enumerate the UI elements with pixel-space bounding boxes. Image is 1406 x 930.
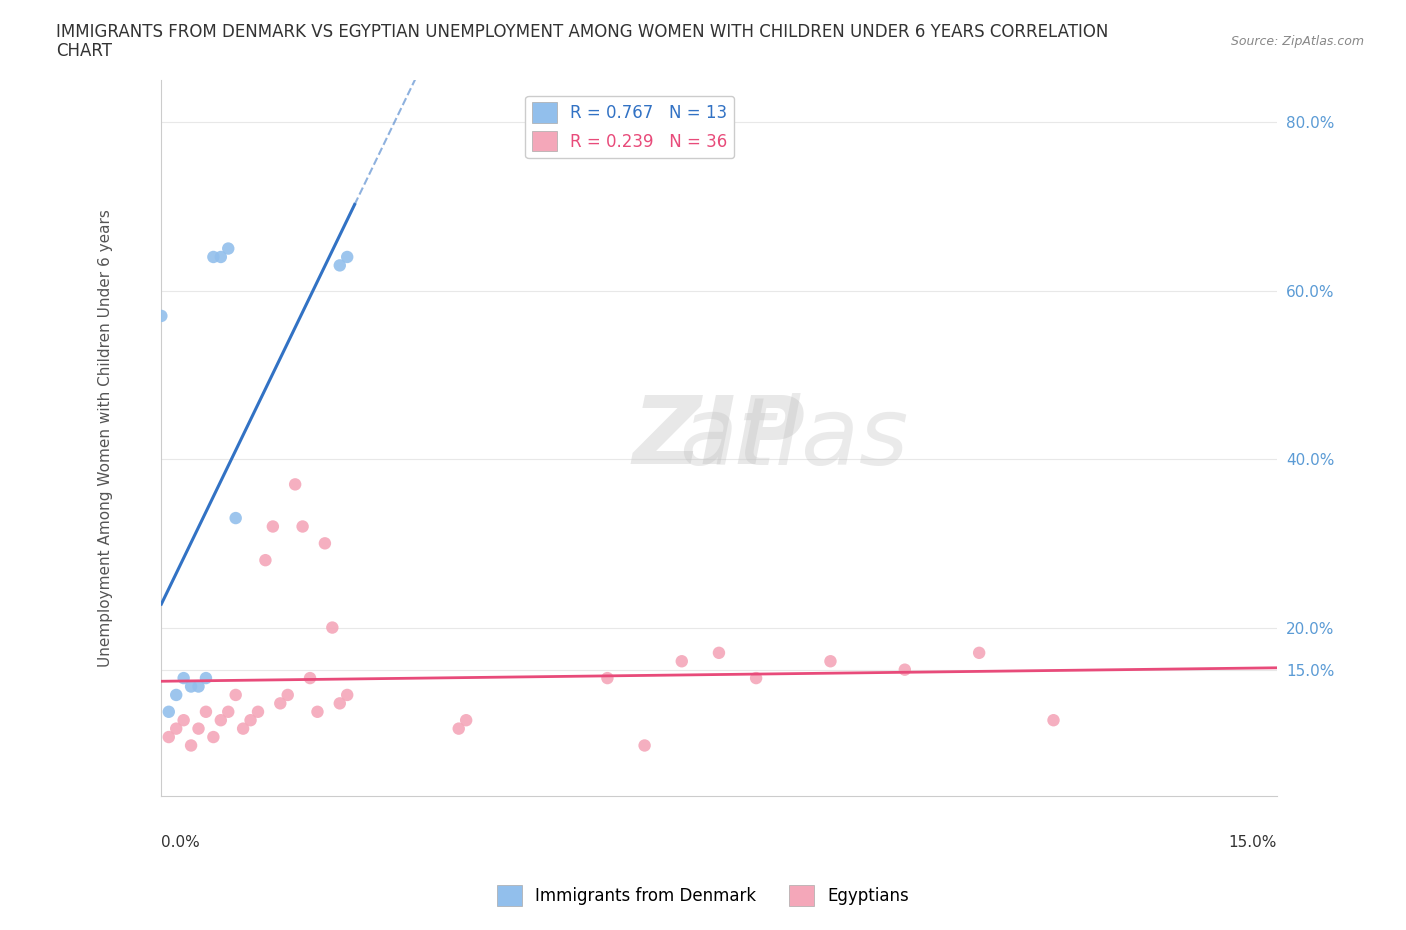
Point: [232, 721, 254, 736]
Point: [209, 249, 232, 264]
Text: atlas: atlas: [530, 392, 908, 484]
Point: [225, 511, 247, 525]
Point: [180, 738, 202, 753]
Point: [633, 738, 655, 753]
Text: IMMIGRANTS FROM DENMARK VS EGYPTIAN UNEMPLOYMENT AMONG WOMEN WITH CHILDREN UNDER: IMMIGRANTS FROM DENMARK VS EGYPTIAN UNEM…: [56, 23, 1108, 41]
Point: [707, 645, 730, 660]
Text: Unemployment Among Women with Children Under 6 years: Unemployment Among Women with Children U…: [98, 209, 112, 667]
Point: [194, 704, 217, 719]
Point: [202, 249, 225, 264]
Legend: Immigrants from Denmark, Egyptians: Immigrants from Denmark, Egyptians: [489, 879, 917, 912]
Point: [209, 712, 232, 727]
Point: [336, 249, 359, 264]
Text: 15.0%: 15.0%: [1229, 835, 1277, 850]
Point: [239, 712, 262, 727]
Point: [299, 671, 322, 685]
Point: [820, 654, 842, 669]
Point: [217, 704, 239, 719]
Point: [157, 704, 180, 719]
Point: [254, 552, 277, 567]
Point: [1042, 712, 1064, 727]
Point: [262, 519, 284, 534]
Point: [165, 721, 187, 736]
Point: [194, 671, 217, 685]
Point: [284, 477, 307, 492]
Text: 0.0%: 0.0%: [162, 835, 200, 850]
Point: [187, 721, 209, 736]
Point: [165, 687, 187, 702]
Point: [894, 662, 917, 677]
Point: [173, 712, 195, 727]
Point: [246, 704, 269, 719]
Text: CHART: CHART: [56, 42, 112, 60]
Point: [329, 258, 352, 272]
Point: [671, 654, 693, 669]
Point: [202, 730, 225, 745]
Point: [456, 712, 478, 727]
Point: [150, 309, 173, 324]
Point: [217, 241, 239, 256]
Point: [180, 679, 202, 694]
Point: [596, 671, 619, 685]
Point: [187, 679, 209, 694]
Point: [745, 671, 768, 685]
Text: ZIP: ZIP: [633, 392, 806, 484]
Point: [291, 519, 314, 534]
Point: [277, 687, 299, 702]
Point: [157, 730, 180, 745]
Point: [173, 671, 195, 685]
Point: [336, 687, 359, 702]
Legend: R = 0.767   N = 13, R = 0.239   N = 36: R = 0.767 N = 13, R = 0.239 N = 36: [526, 96, 734, 158]
Point: [225, 687, 247, 702]
Point: [307, 704, 329, 719]
Point: [321, 620, 343, 635]
Point: [967, 645, 990, 660]
Point: [269, 696, 291, 711]
Point: [329, 696, 352, 711]
Point: [314, 536, 336, 551]
Point: [447, 721, 470, 736]
Text: Source: ZipAtlas.com: Source: ZipAtlas.com: [1230, 35, 1364, 48]
